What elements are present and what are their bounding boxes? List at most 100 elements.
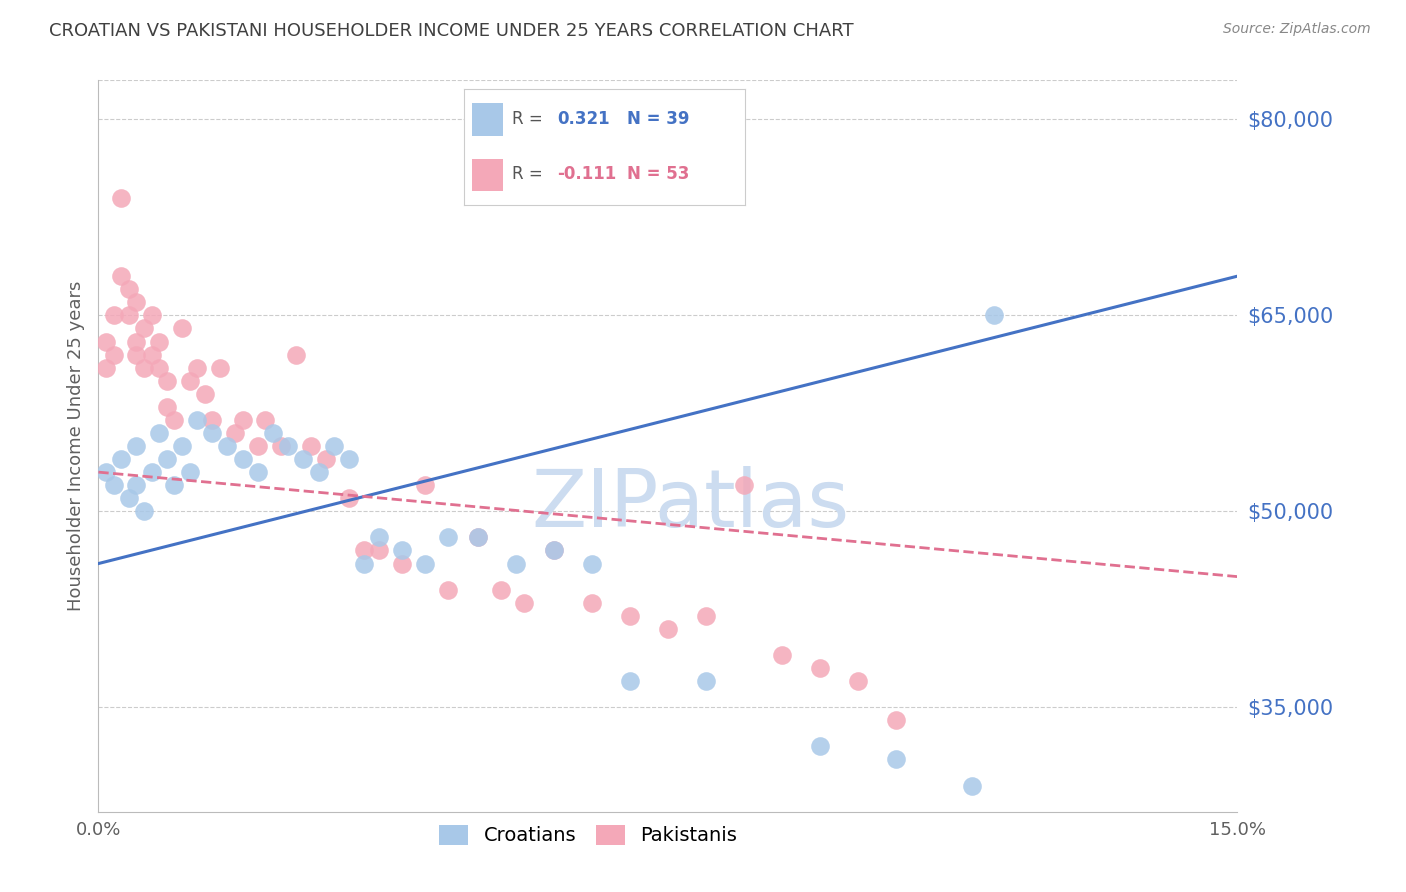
Point <box>201 413 224 427</box>
Point <box>436 530 458 544</box>
FancyBboxPatch shape <box>472 103 503 136</box>
Point <box>132 360 155 375</box>
Text: Source: ZipAtlas.com: Source: ZipAtlas.com <box>1223 22 1371 37</box>
Point <box>201 425 224 440</box>
Point <box>118 491 141 506</box>
Point <box>170 321 193 335</box>
Point <box>103 347 125 362</box>
Point <box>186 413 208 427</box>
Point <box>156 400 179 414</box>
Point <box>125 347 148 362</box>
Point <box>179 465 201 479</box>
Point <box>983 309 1005 323</box>
Point <box>770 648 793 662</box>
Point <box>217 439 239 453</box>
Point <box>695 674 717 689</box>
Point <box>254 413 277 427</box>
Point <box>118 282 141 296</box>
Point <box>148 425 170 440</box>
Point <box>94 334 117 349</box>
Text: N = 39: N = 39 <box>627 110 689 128</box>
Point <box>467 530 489 544</box>
Text: 0.321: 0.321 <box>557 110 609 128</box>
FancyBboxPatch shape <box>472 159 503 191</box>
Point <box>277 439 299 453</box>
Point <box>308 465 330 479</box>
Point <box>156 374 179 388</box>
Point <box>581 596 603 610</box>
Point <box>337 452 360 467</box>
Point <box>467 530 489 544</box>
Legend: Croatians, Pakistanis: Croatians, Pakistanis <box>432 817 745 854</box>
Point <box>512 596 534 610</box>
Point <box>132 321 155 335</box>
Point <box>125 478 148 492</box>
Point <box>125 439 148 453</box>
Point <box>657 622 679 636</box>
Point <box>148 360 170 375</box>
Point <box>808 661 831 675</box>
Point <box>353 543 375 558</box>
Point <box>489 582 512 597</box>
Point <box>148 334 170 349</box>
Point <box>141 347 163 362</box>
Point <box>884 752 907 766</box>
Point <box>413 557 436 571</box>
Point <box>110 452 132 467</box>
Text: -0.111: -0.111 <box>557 165 616 184</box>
Point <box>846 674 869 689</box>
Point <box>224 425 246 440</box>
Point <box>132 504 155 518</box>
Point <box>141 309 163 323</box>
Point <box>103 478 125 492</box>
Point <box>94 465 117 479</box>
Point <box>156 452 179 467</box>
Point <box>270 439 292 453</box>
Point <box>695 608 717 623</box>
Point <box>292 452 315 467</box>
Point <box>232 413 254 427</box>
Point <box>413 478 436 492</box>
Point <box>960 779 983 793</box>
Point <box>163 478 186 492</box>
Point <box>436 582 458 597</box>
Point <box>246 439 269 453</box>
Point <box>284 347 307 362</box>
Point <box>179 374 201 388</box>
Point <box>337 491 360 506</box>
Text: R =: R = <box>512 110 548 128</box>
Point <box>368 530 391 544</box>
Point <box>103 309 125 323</box>
Point <box>110 269 132 284</box>
Point <box>368 543 391 558</box>
Point <box>194 386 217 401</box>
Point <box>125 334 148 349</box>
Point <box>170 439 193 453</box>
Text: N = 53: N = 53 <box>627 165 689 184</box>
Point <box>163 413 186 427</box>
Point <box>322 439 344 453</box>
Point <box>391 557 413 571</box>
Point <box>186 360 208 375</box>
Point <box>94 360 117 375</box>
Point <box>581 557 603 571</box>
Text: ZIPatlas: ZIPatlas <box>531 466 849 543</box>
Y-axis label: Householder Income Under 25 years: Householder Income Under 25 years <box>66 281 84 611</box>
Point <box>353 557 375 571</box>
Point <box>208 360 231 375</box>
Point <box>262 425 284 440</box>
Point <box>884 714 907 728</box>
Point <box>619 608 641 623</box>
Point <box>315 452 337 467</box>
Text: CROATIAN VS PAKISTANI HOUSEHOLDER INCOME UNDER 25 YEARS CORRELATION CHART: CROATIAN VS PAKISTANI HOUSEHOLDER INCOME… <box>49 22 853 40</box>
Point <box>808 739 831 754</box>
Point <box>505 557 527 571</box>
Point <box>141 465 163 479</box>
Text: R =: R = <box>512 165 548 184</box>
Point <box>543 543 565 558</box>
Point <box>299 439 322 453</box>
Point <box>619 674 641 689</box>
Point <box>391 543 413 558</box>
Point <box>733 478 755 492</box>
Point <box>543 543 565 558</box>
